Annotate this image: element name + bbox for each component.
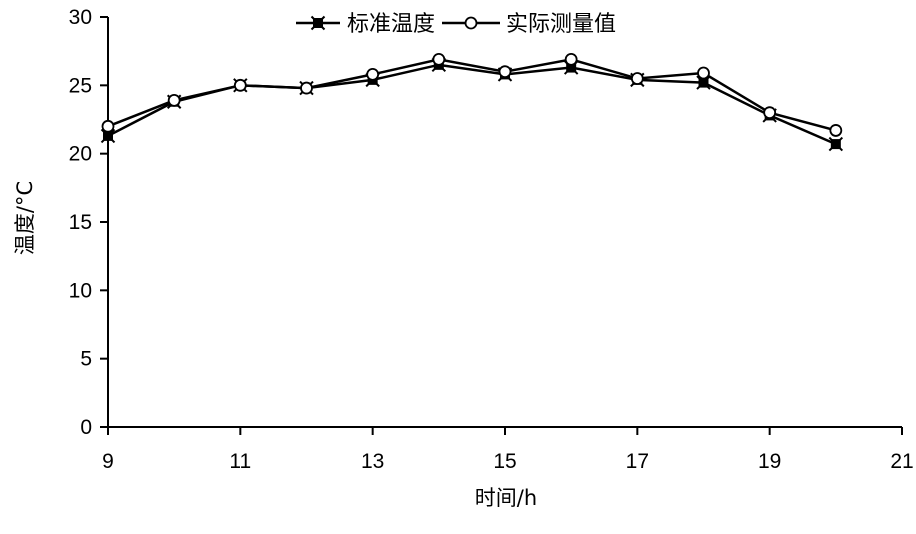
series-line — [107, 63, 837, 146]
marker-x-stroke — [310, 15, 326, 31]
data-point — [763, 106, 777, 120]
legend-label: 实际测量值 — [506, 12, 616, 37]
x-tick-label: 13 — [361, 450, 384, 473]
legend-marker — [464, 16, 478, 30]
legend-item: 实际测量值 — [442, 12, 616, 37]
series-line — [107, 58, 837, 132]
x-axis-title: 时间/h — [475, 486, 537, 510]
data-point — [100, 128, 116, 144]
legend-marker — [310, 15, 326, 31]
series-layer — [100, 52, 844, 152]
data-point — [300, 81, 313, 95]
data-point — [366, 68, 380, 81]
y-tick-label: 20 — [69, 143, 92, 166]
data-point — [828, 136, 844, 152]
x-tick-label: 15 — [493, 450, 516, 473]
data-point — [233, 78, 247, 92]
x-tick-label: 11 — [229, 450, 251, 473]
x-tick-label: 21 — [890, 450, 913, 473]
x-tick-label: 17 — [626, 450, 649, 473]
y-tick-label: 15 — [69, 211, 92, 234]
axes: 0 5 10 15 20 25 30 9 11 13 15 17 19 21 — [69, 6, 914, 473]
data-point — [101, 119, 115, 133]
x-tick-label: 9 — [102, 450, 114, 473]
y-tick-label: 5 — [80, 348, 92, 371]
y-axis-title: 温度/°C — [13, 181, 37, 255]
marker-x-stroke — [696, 75, 711, 90]
data-point — [564, 52, 578, 66]
legend: 标准温度 实际测量值 — [296, 12, 616, 37]
data-point — [630, 72, 644, 85]
y-tick-label: 30 — [69, 6, 92, 29]
data-point — [498, 65, 512, 79]
data-point — [829, 124, 843, 137]
data-point — [696, 75, 711, 90]
x-tick-label: 19 — [758, 450, 781, 473]
y-tick-label: 10 — [69, 279, 92, 302]
marker-x-stroke — [828, 136, 844, 152]
y-tick-label: 25 — [69, 74, 92, 97]
series-1 — [100, 57, 844, 152]
y-tick-label: 0 — [80, 416, 92, 439]
legend-item: 标准温度 — [296, 12, 435, 37]
data-point — [167, 93, 181, 107]
series-2 — [101, 52, 843, 137]
data-point — [432, 52, 446, 66]
legend-label: 标准温度 — [347, 12, 435, 37]
data-point — [697, 66, 710, 80]
marker-x-stroke — [100, 128, 116, 144]
